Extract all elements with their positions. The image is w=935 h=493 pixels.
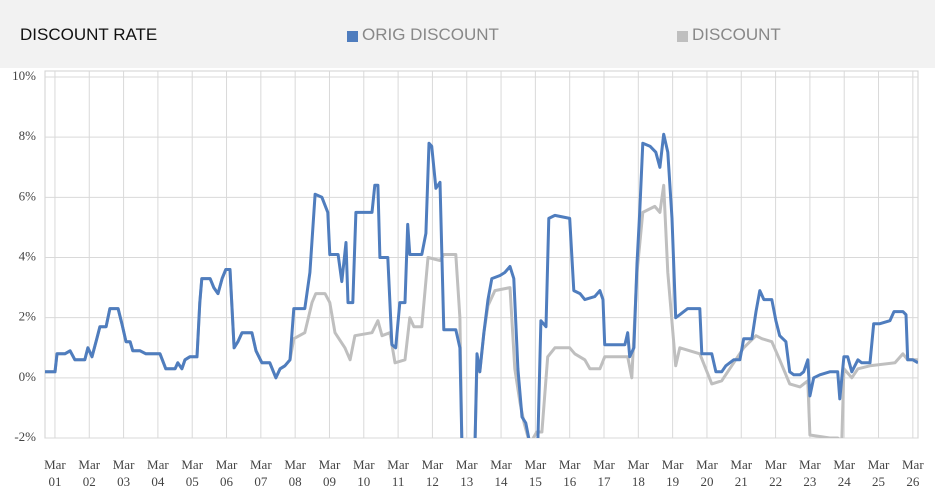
x-tick-label: Mar 02 [78,457,101,489]
x-tick-label: Mar 06 [215,457,238,489]
x-tick-label: Mar 15 [524,457,547,489]
plot-area [44,70,919,439]
x-tick-label: Mar 14 [490,457,512,489]
x-tick-label: Mar 01 [44,457,66,489]
x-tick-label: Mar 04 [147,457,169,489]
y-tick-label: 2% [19,309,37,324]
x-tick-label: Mar 03 [112,457,135,489]
x-tick-label: Mar 07 [250,457,272,489]
y-tick-label: 10% [12,68,36,83]
y-tick-label: 6% [19,188,37,203]
x-tick-label: Mar 12 [421,457,444,489]
y-tick-label: 8% [19,128,37,143]
series-line [45,132,918,438]
chart-title: DISCOUNT RATE [20,25,158,44]
x-tick-label: Mar 17 [593,457,615,489]
x-tick-label: Mar 23 [799,457,821,489]
x-tick-label: Mar 21 [730,457,753,489]
legend-swatch [347,31,358,42]
header: DISCOUNT RATE [0,0,935,68]
y-tick-label: 4% [19,248,37,263]
x-tick-label: Mar 24 [833,457,856,489]
legend-label: DISCOUNT [692,25,781,44]
y-tick-label: 0% [19,369,37,384]
x-tick-label: Mar 26 [902,457,924,489]
legend-label: ORIG DISCOUNT [362,25,499,44]
x-tick-label: Mar 09 [318,457,341,489]
x-tick-label: Mar 05 [181,457,204,489]
x-tick-label: Mar 08 [284,457,306,489]
x-tick-label: Mar 10 [352,457,375,489]
x-tick-label: Mar 20 [696,457,718,489]
x-tick-label: Mar 13 [455,457,478,489]
x-tick-label: Mar 25 [867,457,890,489]
x-tick-label: Mar 16 [558,457,581,489]
x-tick-label: Mar 18 [627,457,650,489]
y-tick-label: -2% [14,429,36,444]
x-tick-label: Mar 19 [661,457,684,489]
legend-swatch [677,31,688,42]
x-tick-label: Mar 22 [764,457,787,489]
x-tick-label: Mar 11 [387,457,409,489]
